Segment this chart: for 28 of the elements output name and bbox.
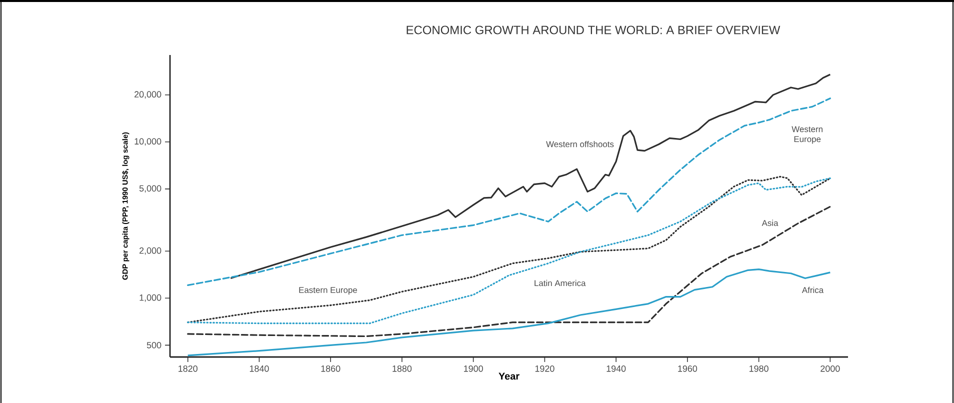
series-label: Eastern Europe: [299, 287, 358, 295]
x-tick-label: 1840: [250, 365, 269, 372]
x-tick-label: 1860: [321, 365, 340, 372]
line-series: [187, 98, 831, 286]
y-tick-label: 20,000: [134, 91, 162, 99]
x-tick-label: 1920: [535, 365, 554, 372]
x-tick-label: 1960: [678, 365, 698, 372]
x-tick-label: 1940: [606, 365, 626, 372]
y-tick-label: 2,000: [140, 247, 162, 255]
line-series: [187, 206, 831, 338]
series-label: Asia: [762, 220, 778, 226]
y-tick-label: 500: [146, 342, 162, 348]
x-axis-title: Year: [498, 372, 520, 380]
series-label: Africa: [802, 286, 824, 294]
series-label: Western offshoots: [546, 140, 614, 148]
x-tick-label: 1900: [464, 365, 483, 372]
line-series: [230, 74, 831, 280]
series-label: Latin America: [534, 280, 586, 286]
y-tick-label: 10,000: [134, 138, 162, 146]
x-tick-label: 1820: [178, 365, 198, 372]
x-tick-label: 2000: [820, 365, 840, 372]
series-label: Western Europe: [792, 126, 822, 144]
y-tick-label: 1,000: [140, 294, 162, 302]
y-tick-label: 5,000: [139, 185, 162, 193]
chart-title: ECONOMIC GROWTH AROUND THE WORLD: A BRIEF OVERVIEW: [406, 26, 780, 34]
x-tick-label: 1980: [750, 365, 768, 372]
line-series: [187, 268, 831, 356]
x-tick-label: 1880: [392, 365, 412, 372]
